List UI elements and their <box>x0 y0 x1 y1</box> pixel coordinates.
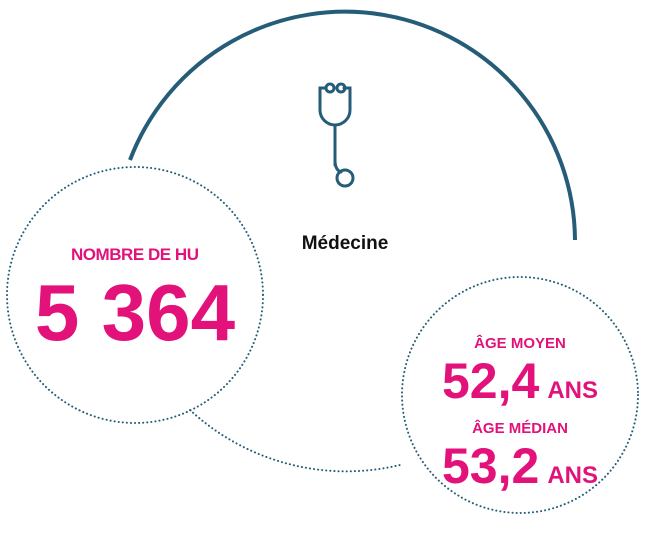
median-line: 53,2 ANS <box>442 438 598 494</box>
mean-value: 52,4 <box>442 353 540 409</box>
main-arc <box>128 9 577 241</box>
main-arc-dotted <box>189 409 401 473</box>
median-unit: ANS <box>547 462 598 489</box>
right-circle <box>401 276 639 514</box>
left-circle <box>6 166 264 424</box>
left-label: NOMBRE DE HU <box>71 245 199 264</box>
median-value: 53,2 <box>442 438 539 494</box>
mean-label: ÂGE MOYEN <box>474 334 566 352</box>
mean-unit: ANS <box>547 377 598 404</box>
median-label: ÂGE MÉDIAN <box>472 419 568 437</box>
mean-line: 52,4 ANS <box>442 353 598 409</box>
stethoscope-icon <box>318 82 355 188</box>
center-label: Médecine <box>302 233 389 254</box>
left-value: 5 364 <box>35 268 236 357</box>
